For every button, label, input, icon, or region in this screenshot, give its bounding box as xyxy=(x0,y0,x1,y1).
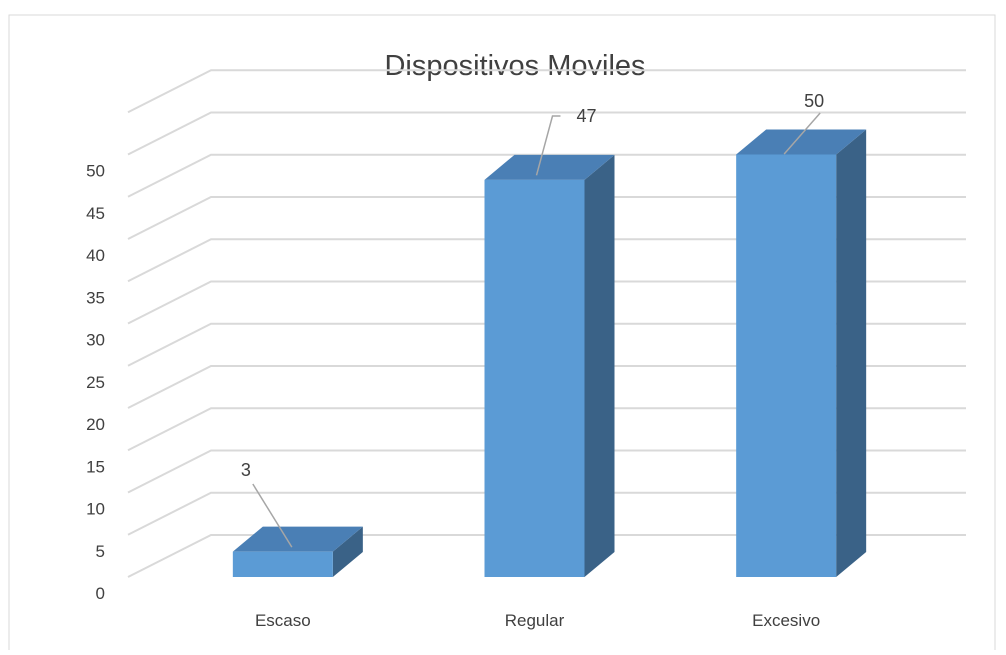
gridlines xyxy=(127,69,966,578)
data-label: 3 xyxy=(241,460,251,480)
gridline xyxy=(127,322,966,367)
bar-top xyxy=(736,129,867,155)
bar xyxy=(484,179,585,577)
y-tick-label: 45 xyxy=(86,204,105,223)
data-label: 47 xyxy=(577,106,597,126)
y-tick-label: 30 xyxy=(86,331,105,350)
y-tick-label: 5 xyxy=(96,542,105,561)
bar-top xyxy=(484,154,615,180)
bar xyxy=(736,154,837,577)
bar-top xyxy=(232,526,363,552)
data-label-leader xyxy=(252,483,293,548)
gridline xyxy=(127,280,966,325)
x-tick-label: Regular xyxy=(505,611,565,630)
gridline xyxy=(127,449,966,494)
data-label-leader xyxy=(535,115,561,176)
x-axis-labels: Escaso Regular Excesivo xyxy=(255,611,820,630)
gridline xyxy=(127,238,966,283)
gridline xyxy=(127,69,966,114)
data-label: 50 xyxy=(804,91,824,111)
x-tick-label: Escaso xyxy=(255,611,311,630)
x-tick-label: Excesivo xyxy=(752,611,820,630)
bars xyxy=(232,129,867,577)
y-tick-label: 0 xyxy=(96,584,105,603)
gridline xyxy=(127,407,966,452)
y-axis-ticks: 0 5 10 15 20 25 30 35 40 45 50 xyxy=(86,162,105,604)
bar-side xyxy=(584,154,615,577)
y-tick-label: 40 xyxy=(86,246,105,265)
bar-side xyxy=(332,526,363,577)
gridline xyxy=(127,365,966,409)
y-tick-label: 15 xyxy=(86,457,105,476)
data-label-leader xyxy=(783,112,821,155)
y-tick-label: 10 xyxy=(86,500,105,519)
chart-title: Dispositivos Moviles xyxy=(384,50,645,82)
gridline xyxy=(127,491,966,536)
gridline xyxy=(127,196,966,240)
data-labels: 3 47 50 xyxy=(241,91,824,548)
bar xyxy=(232,551,333,577)
y-tick-label: 35 xyxy=(86,288,105,307)
gridline xyxy=(127,111,966,156)
y-tick-label: 50 xyxy=(86,162,105,181)
gridline xyxy=(127,153,966,198)
gridline xyxy=(127,534,966,578)
y-tick-label: 20 xyxy=(86,415,105,434)
y-tick-label: 25 xyxy=(86,373,105,392)
bar-side xyxy=(836,129,867,577)
